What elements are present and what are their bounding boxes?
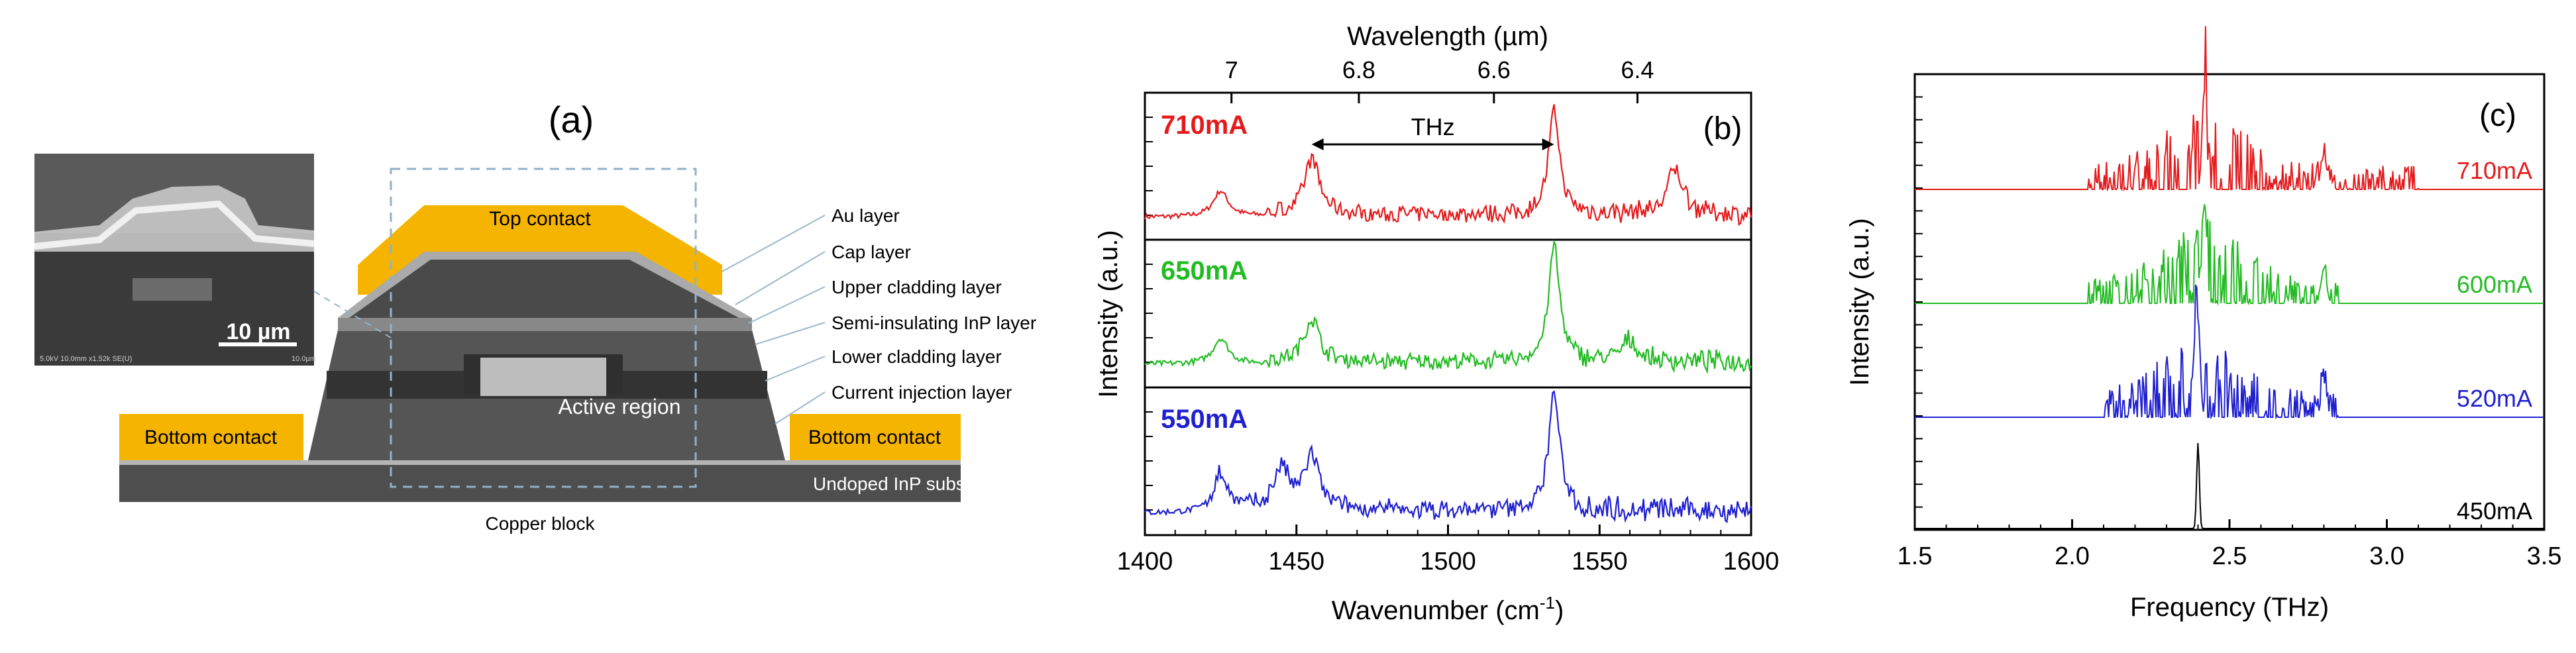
- zoom-region-box: [390, 168, 697, 488]
- chart-b-legend-710mA: 710mA: [1161, 111, 1248, 140]
- chart-b-xtick-label: 1500: [1420, 548, 1476, 576]
- layer-label-current-injection: Current injection layer: [832, 382, 1012, 403]
- panel-c-spectra: Frequency (THz) Intensity (a.u.) (c) 1.5…: [1789, 0, 2576, 650]
- chart-b: Wavelength (µm) Wavenumber (cm-1) Intens…: [1094, 22, 1780, 625]
- substrate: [119, 464, 961, 502]
- chart-c-xtick-label: 2.5: [2212, 542, 2247, 570]
- chart-b-top-tick-label: 7: [1225, 56, 1238, 83]
- layer-labels: Au layer Cap layer Upper cladding layer …: [832, 205, 1036, 403]
- chart-b-series-550mA: [1144, 390, 1752, 524]
- chart-c-legend-600mA: 600mA: [2457, 271, 2532, 298]
- chart-c-legend-710mA: 710mA: [2457, 157, 2532, 184]
- bottom-contact-left: [119, 414, 303, 460]
- bottom-contact-left-label: Bottom contact: [144, 427, 278, 448]
- chart-c-xtick-label: 2.0: [2055, 542, 2090, 570]
- chart-c-panel-label: (c): [2479, 98, 2516, 133]
- panel-a-label: (a): [549, 99, 594, 140]
- chart-b-ylabel: Intensity (a.u.): [1094, 230, 1123, 397]
- chart-c-series-520mA: [1915, 284, 2544, 420]
- copper-block-label: Copper block: [486, 513, 596, 534]
- layer-label-upper-cladding: Upper cladding layer: [832, 277, 1002, 297]
- chart-c-xtick-label: 3.5: [2527, 542, 2562, 570]
- layer-label-semi-insulating: Semi-insulating InP layer: [832, 313, 1036, 333]
- chart-b-xtick-label: 1550: [1572, 548, 1628, 576]
- sem-footer-right: 10.0µm: [292, 355, 316, 363]
- chart-b-legend-650mA: 650mA: [1161, 256, 1248, 285]
- chart-c-series-710mA: [1915, 26, 2544, 192]
- active-region: [480, 358, 606, 396]
- bottom-contact-right: [790, 414, 961, 460]
- chart-c: Frequency (THz) Intensity (a.u.) (c) 1.5…: [1845, 26, 2562, 622]
- chart-c-ylabel: Intensity (a.u.): [1845, 218, 1874, 385]
- chart-b-xlabel: Wavenumber (cm-1): [1332, 593, 1564, 625]
- chart-b-xtick-label: 1600: [1723, 548, 1780, 576]
- layer-label-cap: Cap layer: [832, 242, 911, 262]
- chart-c-frame: [1913, 73, 2546, 531]
- panel-b-spectra: Wavelength (µm) Wavenumber (cm-1) Intens…: [1060, 0, 1789, 650]
- panel-a-device-schematic: (a) 10 µm 5.0kV 10.0mm x1.52k SE(U) 10.0…: [0, 0, 1060, 650]
- top-contact-label: Top contact: [489, 208, 591, 230]
- chart-c-xlabel: Frequency (THz): [2130, 593, 2329, 622]
- layer-label-lower-cladding: Lower cladding layer: [832, 346, 1002, 367]
- bottom-contact-right-label: Bottom contact: [808, 427, 941, 448]
- device-schematic: (a) 10 µm 5.0kV 10.0mm x1.52k SE(U) 10.0…: [34, 99, 1036, 534]
- chart-b-legend-550mA: 550mA: [1161, 405, 1248, 434]
- chart-c-legend-450mA: 450mA: [2457, 497, 2532, 525]
- chart-c-series-600mA: [1915, 204, 2544, 306]
- chart-b-panel-label: (b): [1703, 111, 1743, 146]
- chart-b-top-tick-label: 6.8: [1342, 56, 1375, 83]
- chart-b-thz-label: THz: [1411, 113, 1455, 140]
- chart-b-top-tick-label: 6.4: [1621, 56, 1654, 83]
- chart-c-xtick-label: 1.5: [1898, 542, 1933, 570]
- chart-b-series-710mA: [1144, 104, 1752, 226]
- chart-b-thz-arrowhead-right: [1542, 138, 1554, 150]
- chart-c-series-450mA: [1915, 442, 2544, 529]
- chart-b-xtick-label: 1450: [1268, 548, 1324, 576]
- sem-image: 10 µm 5.0kV 10.0mm x1.52k SE(U) 10.0µm: [34, 154, 316, 366]
- chart-b-top-tick-label: 6.6: [1477, 56, 1511, 83]
- substrate-label: Undoped InP substrate: [813, 474, 1002, 494]
- chart-c-xtick-label: 3.0: [2369, 542, 2404, 570]
- chart-b-thz-arrowhead-left: [1311, 138, 1324, 150]
- upper-cladding-layer: [345, 260, 745, 321]
- chart-b-frame: [1144, 91, 1752, 536]
- sem-scale-bar-label: 10 µm: [226, 319, 290, 344]
- chart-b-xtick-label: 1400: [1117, 548, 1173, 576]
- chart-b-series-650mA: [1144, 239, 1752, 375]
- sem-footer-left: 5.0kV 10.0mm x1.52k SE(U): [40, 355, 132, 363]
- chart-b-top-axis-label: Wavelength (µm): [1347, 22, 1548, 51]
- chart-c-legend-520mA: 520mA: [2457, 385, 2532, 412]
- active-region-label: Active region: [559, 395, 681, 419]
- layer-label-au: Au layer: [832, 205, 900, 226]
